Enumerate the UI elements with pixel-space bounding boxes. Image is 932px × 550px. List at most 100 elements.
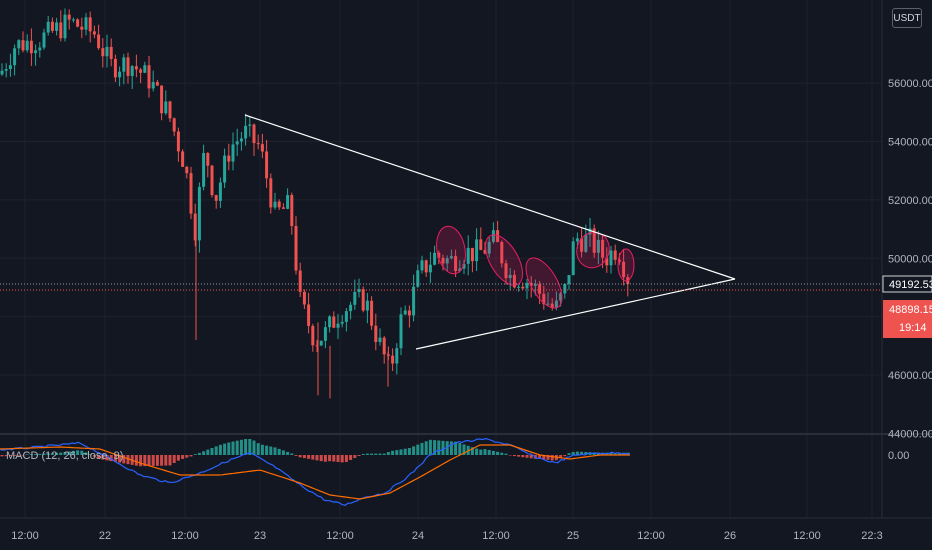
- candle-body: [504, 263, 508, 279]
- candle-body: [613, 250, 617, 260]
- highlight-ellipse[interactable]: [519, 252, 570, 313]
- macd-hist-bar: [101, 455, 105, 460]
- candle-body: [185, 166, 189, 174]
- macd-hist-bar: [437, 440, 441, 455]
- highlight-ellipse[interactable]: [478, 229, 530, 291]
- time-axis[interactable]: 12:00 22 12:00 23 12:00 24 12:00 25 12:00 26 12:00…: [11, 530, 882, 542]
- macd-hist-bar: [458, 443, 462, 455]
- candle-body: [399, 314, 403, 349]
- candle-body: [25, 40, 29, 51]
- candle-body: [605, 257, 609, 266]
- candle-body: [353, 291, 357, 305]
- macd-hist-bar: [143, 455, 147, 467]
- candle-body: [21, 40, 25, 51]
- time-tick-label: 12:00: [793, 530, 821, 542]
- candle-body: [542, 293, 546, 305]
- macd-hist-bar: [126, 455, 130, 465]
- macd-hist-bar: [189, 455, 193, 457]
- macd-hist-bar: [462, 444, 466, 455]
- macd-hist-bar: [67, 451, 71, 455]
- candle-body: [617, 259, 621, 262]
- macd-hist-bar: [382, 453, 386, 455]
- lower-trendline[interactable]: [415, 278, 736, 350]
- macd-hist-bar: [17, 455, 21, 456]
- candle-body: [466, 247, 470, 264]
- highlight-ellipse[interactable]: [433, 224, 469, 276]
- candle-body: [38, 47, 42, 51]
- candle-body: [130, 66, 134, 76]
- candle-body: [168, 101, 172, 119]
- macd-hist-bar: [147, 455, 151, 467]
- candle-body: [462, 263, 466, 269]
- macd-hist-bar: [563, 455, 567, 457]
- candle-body: [4, 69, 8, 71]
- macd-hist-bar: [4, 455, 8, 457]
- macd-zero-label: 0.00: [888, 450, 909, 462]
- candle-body: [151, 82, 155, 89]
- candle-body: [101, 48, 105, 57]
- candle-body: [34, 50, 38, 54]
- macd-hist-bar: [311, 455, 315, 460]
- macd-hist-bar: [59, 452, 63, 455]
- macd-hist-bar: [428, 439, 432, 455]
- macd-hist-bar: [542, 455, 546, 460]
- macd-hist-bar: [399, 449, 403, 455]
- candle-body: [349, 304, 353, 312]
- macd-hist-bar: [323, 455, 327, 462]
- candle-body: [71, 19, 75, 21]
- candle-body: [588, 228, 592, 235]
- macd-hist-bar: [559, 455, 563, 459]
- macd-hist-bar: [176, 455, 180, 461]
- macd-hist-bar: [294, 455, 298, 456]
- candle-body: [361, 289, 365, 311]
- candle-body: [315, 345, 319, 347]
- candle-body: [176, 131, 180, 152]
- macd-hist-bar: [118, 455, 122, 463]
- candle-body: [155, 82, 159, 86]
- macd-hist-bar: [71, 450, 75, 455]
- candle-body: [197, 186, 201, 241]
- macd-hist-bar: [378, 453, 382, 455]
- price-axis[interactable]: 56000.0054000.0052000.0050000.0048000.00…: [888, 78, 932, 462]
- candle-body: [252, 124, 256, 144]
- macd-hist-bar: [340, 455, 344, 463]
- macd-hist-bar: [302, 455, 306, 459]
- macd-hist-bar: [168, 455, 172, 466]
- highlight-ellipse[interactable]: [617, 248, 635, 282]
- macd-hist-bar: [575, 451, 579, 455]
- candle-body: [227, 155, 231, 162]
- candle-body: [521, 286, 525, 289]
- candle-body: [290, 195, 294, 226]
- candle-body: [479, 239, 483, 250]
- candle-body: [546, 303, 550, 305]
- macd-hist-bar: [223, 443, 227, 455]
- macd-hist-bar: [550, 455, 554, 461]
- candle-body: [17, 40, 21, 49]
- candle-body: [50, 21, 54, 31]
- macd-hist-bar: [395, 450, 399, 455]
- macd-hist-bar: [487, 450, 491, 455]
- time-tick-label: 12:00: [11, 530, 39, 542]
- macd-hist-bar: [21, 455, 25, 456]
- currency-selector[interactable]: USDT: [892, 8, 922, 28]
- candle-body: [403, 310, 407, 315]
- candle-body: [113, 58, 117, 78]
- macd-hist-bar: [315, 455, 319, 461]
- macd-legend[interactable]: MACD (12, 26, close, 9): [6, 450, 123, 462]
- candle-body: [374, 325, 378, 343]
- macd-hist-bar: [424, 441, 428, 455]
- candle-body: [319, 340, 323, 346]
- macd-hist-bar: [416, 444, 420, 455]
- candle-body: [454, 256, 458, 272]
- macd-hist-bar: [122, 455, 126, 464]
- candle-body: [441, 257, 445, 264]
- macd-hist-bar: [470, 447, 474, 455]
- countdown-label: 19:14: [899, 322, 927, 334]
- candle-body: [487, 241, 491, 254]
- candle-body: [596, 239, 600, 253]
- macd-hist-bar: [281, 450, 285, 455]
- upper-trendline[interactable]: [244, 114, 736, 280]
- candle-body: [416, 270, 420, 287]
- highlight-ellipse[interactable]: [572, 228, 614, 273]
